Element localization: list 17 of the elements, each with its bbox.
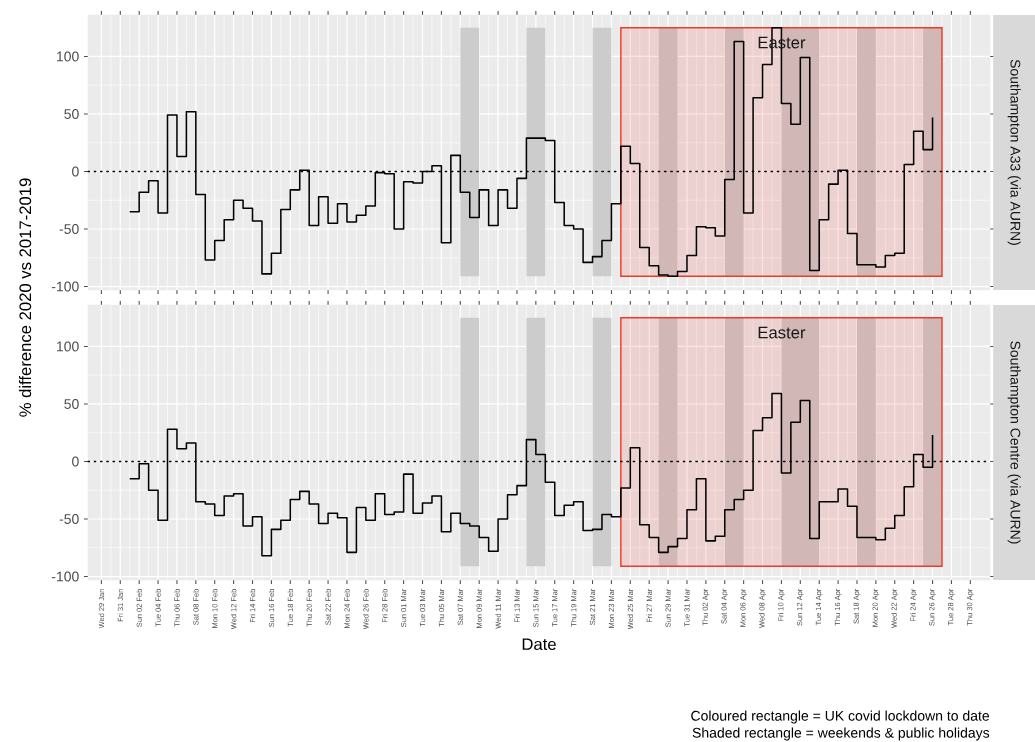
text: Southampton A33 (via AURN) xyxy=(1007,59,1021,245)
y-tick-label: -100 xyxy=(51,281,79,292)
y-tick-label: 0 xyxy=(72,456,79,467)
y-tick-label: 50 xyxy=(64,399,79,409)
text: Coloured rectangle = UK covid lockdown to date xyxy=(691,710,990,724)
annotation: Easter xyxy=(758,326,806,339)
y-tick-label: 0 xyxy=(72,166,79,177)
y-axis-title: % difference 2020 vs 2017-2019 xyxy=(18,178,32,417)
y-tick-label: -100 xyxy=(51,571,79,582)
text: Southampton Centre (via AURN) xyxy=(1007,341,1021,544)
x-axis-title: Date xyxy=(522,638,556,651)
y-tick-label: 100 xyxy=(57,341,79,352)
y-tick-label: -50 xyxy=(59,514,79,524)
y-tick-label: -50 xyxy=(59,224,79,234)
y-tick-label: 100 xyxy=(57,51,79,62)
y-tick-label: 50 xyxy=(64,109,79,119)
text: Shaded rectangle = weekends & public holidays xyxy=(692,727,990,741)
